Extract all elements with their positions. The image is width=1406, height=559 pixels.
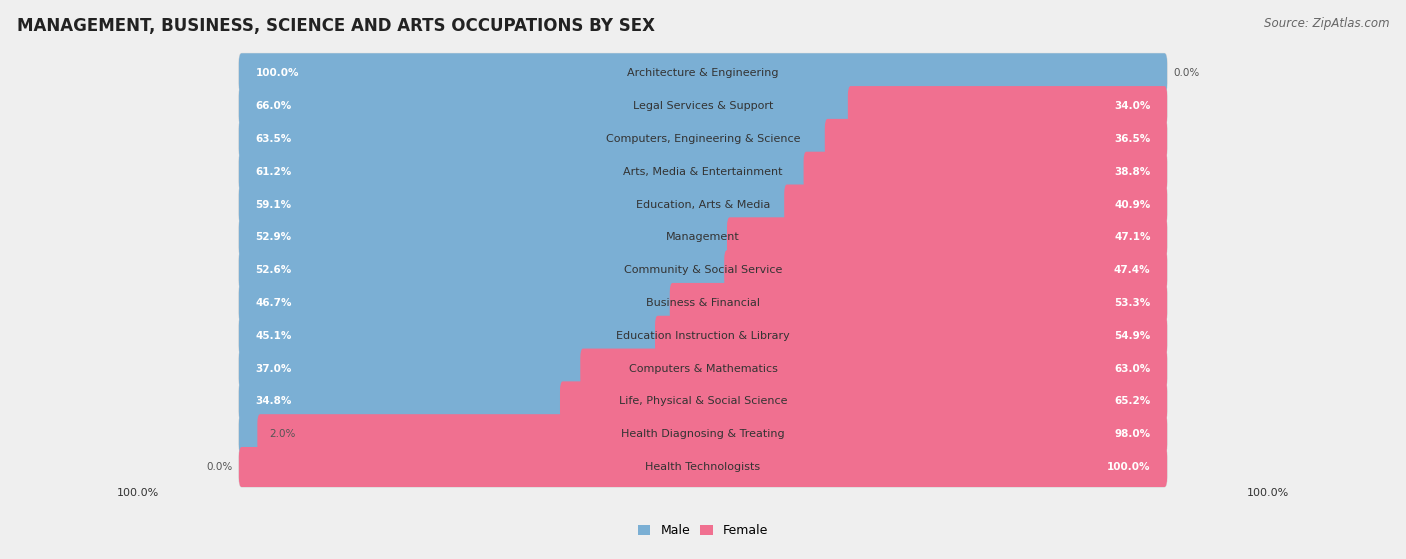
FancyBboxPatch shape [825, 119, 1167, 159]
Text: Business & Financial: Business & Financial [645, 298, 761, 308]
Text: Architecture & Engineering: Architecture & Engineering [627, 68, 779, 78]
Text: 2.0%: 2.0% [270, 429, 295, 439]
FancyBboxPatch shape [239, 381, 565, 421]
Text: 36.5%: 36.5% [1114, 134, 1150, 144]
Text: Life, Physical & Social Science: Life, Physical & Social Science [619, 396, 787, 406]
FancyBboxPatch shape [239, 381, 1167, 421]
Text: 59.1%: 59.1% [256, 200, 291, 210]
Text: Source: ZipAtlas.com: Source: ZipAtlas.com [1264, 17, 1389, 30]
Text: Health Technologists: Health Technologists [645, 462, 761, 472]
Text: 66.0%: 66.0% [256, 101, 292, 111]
Text: 45.1%: 45.1% [256, 331, 292, 341]
FancyBboxPatch shape [239, 349, 1167, 389]
Text: 53.3%: 53.3% [1114, 298, 1150, 308]
Text: 100.0%: 100.0% [256, 68, 299, 78]
FancyBboxPatch shape [804, 151, 1167, 192]
FancyBboxPatch shape [239, 217, 733, 257]
FancyBboxPatch shape [239, 184, 1167, 225]
Text: 52.9%: 52.9% [256, 233, 291, 243]
Text: 34.8%: 34.8% [256, 396, 292, 406]
FancyBboxPatch shape [581, 349, 1167, 389]
FancyBboxPatch shape [239, 53, 1167, 93]
FancyBboxPatch shape [239, 414, 263, 454]
Text: Community & Social Service: Community & Social Service [624, 265, 782, 275]
FancyBboxPatch shape [239, 217, 1167, 257]
Text: Education, Arts & Media: Education, Arts & Media [636, 200, 770, 210]
Text: 100.0%: 100.0% [1247, 488, 1289, 498]
FancyBboxPatch shape [239, 447, 1167, 487]
Text: 38.8%: 38.8% [1114, 167, 1150, 177]
FancyBboxPatch shape [239, 151, 808, 192]
FancyBboxPatch shape [239, 414, 1167, 454]
FancyBboxPatch shape [785, 184, 1167, 225]
FancyBboxPatch shape [669, 283, 1167, 323]
Text: 65.2%: 65.2% [1114, 396, 1150, 406]
Text: MANAGEMENT, BUSINESS, SCIENCE AND ARTS OCCUPATIONS BY SEX: MANAGEMENT, BUSINESS, SCIENCE AND ARTS O… [17, 17, 655, 35]
Text: 52.6%: 52.6% [256, 265, 292, 275]
Text: 63.0%: 63.0% [1114, 363, 1150, 373]
FancyBboxPatch shape [239, 250, 1167, 290]
Text: 37.0%: 37.0% [256, 363, 292, 373]
Text: Health Diagnosing & Treating: Health Diagnosing & Treating [621, 429, 785, 439]
Text: 47.4%: 47.4% [1114, 265, 1150, 275]
FancyBboxPatch shape [239, 250, 730, 290]
FancyBboxPatch shape [257, 414, 1167, 454]
FancyBboxPatch shape [239, 447, 1167, 487]
Text: 0.0%: 0.0% [1174, 68, 1199, 78]
FancyBboxPatch shape [239, 53, 1167, 93]
Text: Management: Management [666, 233, 740, 243]
Text: 61.2%: 61.2% [256, 167, 292, 177]
FancyBboxPatch shape [239, 184, 790, 225]
Text: 54.9%: 54.9% [1114, 331, 1150, 341]
Text: 34.0%: 34.0% [1114, 101, 1150, 111]
FancyBboxPatch shape [239, 316, 1167, 356]
FancyBboxPatch shape [239, 349, 586, 389]
Text: 100.0%: 100.0% [1107, 462, 1150, 472]
FancyBboxPatch shape [239, 283, 675, 323]
Text: 0.0%: 0.0% [207, 462, 232, 472]
Text: 63.5%: 63.5% [256, 134, 292, 144]
Text: 100.0%: 100.0% [117, 488, 159, 498]
Text: Legal Services & Support: Legal Services & Support [633, 101, 773, 111]
FancyBboxPatch shape [655, 316, 1167, 356]
Text: Computers, Engineering & Science: Computers, Engineering & Science [606, 134, 800, 144]
FancyBboxPatch shape [724, 250, 1167, 290]
FancyBboxPatch shape [239, 119, 831, 159]
Text: 40.9%: 40.9% [1114, 200, 1150, 210]
FancyBboxPatch shape [239, 283, 1167, 323]
FancyBboxPatch shape [239, 86, 1167, 126]
FancyBboxPatch shape [727, 217, 1167, 257]
Text: Education Instruction & Library: Education Instruction & Library [616, 331, 790, 341]
Text: 98.0%: 98.0% [1115, 429, 1150, 439]
Text: 47.1%: 47.1% [1114, 233, 1150, 243]
Text: Computers & Mathematics: Computers & Mathematics [628, 363, 778, 373]
FancyBboxPatch shape [239, 316, 661, 356]
Text: Arts, Media & Entertainment: Arts, Media & Entertainment [623, 167, 783, 177]
FancyBboxPatch shape [560, 381, 1167, 421]
Legend: Male, Female: Male, Female [633, 519, 773, 542]
Text: 46.7%: 46.7% [256, 298, 292, 308]
FancyBboxPatch shape [239, 151, 1167, 192]
FancyBboxPatch shape [848, 86, 1167, 126]
FancyBboxPatch shape [239, 119, 1167, 159]
FancyBboxPatch shape [239, 86, 853, 126]
